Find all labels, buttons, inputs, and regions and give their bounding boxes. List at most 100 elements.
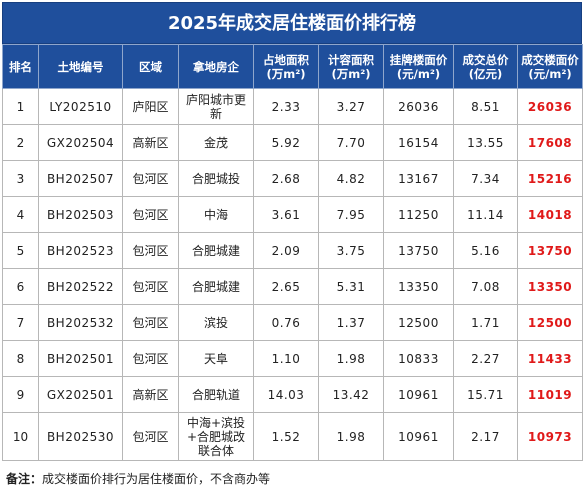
cell-rank: 3 [2, 160, 39, 197]
cell-site-area: 1.10 [253, 340, 319, 377]
cell-deal-price: 11433 [517, 340, 583, 377]
cell-developer: 中海+滨投+合肥城改联合体 [178, 412, 254, 461]
cell-site-area: 1.52 [253, 412, 319, 461]
cell-gfa: 3.75 [318, 232, 384, 269]
cell-district: 高新区 [122, 376, 179, 413]
cell-site-area: 5.92 [253, 124, 319, 161]
cell-gfa: 5.31 [318, 268, 384, 305]
header-rank: 排名 [2, 44, 39, 89]
cell-deal-price: 12500 [517, 304, 583, 341]
header-row: 排名 土地编号 区域 拿地房企 占地面积 (万m²) 计容面积 (万m²) 挂牌楼面… [2, 44, 583, 89]
header-site-area: 占地面积 (万m²) [253, 44, 319, 89]
header-gfa: 计容面积 (万m²) [318, 44, 384, 89]
cell-deal-price: 17608 [517, 124, 583, 161]
header-deal-price: 成交楼面价 (元/m²) [517, 44, 583, 89]
table-row: 10 BH202530 包河区 中海+滨投+合肥城改联合体 1.52 1.98 10961 2… [2, 412, 583, 461]
cell-total-price: 13.55 [453, 124, 518, 161]
cell-list-price: 26036 [383, 88, 454, 125]
cell-developer: 金茂 [178, 124, 254, 161]
cell-land-code: GX202504 [38, 124, 123, 161]
header-list-price: 挂牌楼面价 (元/m²) [383, 44, 454, 89]
table-row: 4 BH202503 包河区 中海 3.61 7.95 11250 11.14 14018 [2, 196, 583, 233]
cell-rank: 5 [2, 232, 39, 269]
cell-total-price: 2.27 [453, 340, 518, 377]
header-developer: 拿地房企 [178, 44, 254, 89]
cell-total-price: 7.08 [453, 268, 518, 305]
cell-developer: 滨投 [178, 304, 254, 341]
cell-gfa: 7.70 [318, 124, 384, 161]
cell-land-code: GX202501 [38, 376, 123, 413]
cell-list-price: 13167 [383, 160, 454, 197]
cell-deal-price: 15216 [517, 160, 583, 197]
table-row: 2 GX202504 高新区 金茂 5.92 7.70 16154 13.55 17608 [2, 124, 583, 161]
cell-gfa: 1.98 [318, 412, 384, 461]
cell-list-price: 13750 [383, 232, 454, 269]
table-row: 8 BH202501 包河区 天阜 1.10 1.98 10833 2.27 11433 [2, 340, 583, 377]
cell-list-price: 12500 [383, 304, 454, 341]
table-row: 3 BH202507 包河区 合肥城投 2.68 4.82 13167 7.34 15216 [2, 160, 583, 197]
cell-district: 庐阳区 [122, 88, 179, 125]
cell-land-code: BH202523 [38, 232, 123, 269]
cell-land-code: BH202532 [38, 304, 123, 341]
header-district: 区域 [122, 44, 179, 89]
ranking-table: 排名 土地编号 区域 拿地房企 占地面积 (万m²) 计容面积 (万m²) 挂牌楼面… [2, 44, 583, 461]
cell-rank: 2 [2, 124, 39, 161]
cell-rank: 6 [2, 268, 39, 305]
footnote-text: 成交楼面价排行为居住楼面价，不含商办等 [42, 472, 271, 486]
header-land-code: 土地编号 [38, 44, 123, 89]
cell-list-price: 10961 [383, 412, 454, 461]
cell-rank: 7 [2, 304, 39, 341]
cell-district: 包河区 [122, 160, 179, 197]
cell-deal-price: 10973 [517, 412, 583, 461]
cell-site-area: 2.65 [253, 268, 319, 305]
cell-district: 包河区 [122, 196, 179, 233]
cell-gfa: 4.82 [318, 160, 384, 197]
cell-developer: 合肥城投 [178, 160, 254, 197]
cell-district: 包河区 [122, 304, 179, 341]
footnote: 备注：成交楼面价排行为居住楼面价，不含商办等 [6, 470, 270, 487]
cell-land-code: BH202503 [38, 196, 123, 233]
ranking-table-container: 2025年成交居住楼面价排行榜 排名 土地编号 区域 拿地房企 占地面积 (万m²… [2, 2, 583, 461]
cell-site-area: 14.03 [253, 376, 319, 413]
table-row: 5 BH202523 包河区 合肥城建 2.09 3.75 13750 5.16 13750 [2, 232, 583, 269]
cell-gfa: 13.42 [318, 376, 384, 413]
table-row: 7 BH202532 包河区 滨投 0.76 1.37 12500 1.71 12500 [2, 304, 583, 341]
cell-rank: 8 [2, 340, 39, 377]
cell-land-code: BH202530 [38, 412, 123, 461]
cell-deal-price: 14018 [517, 196, 583, 233]
header-total-price: 成交总价 (亿元) [453, 44, 518, 89]
cell-developer: 中海 [178, 196, 254, 233]
cell-site-area: 2.68 [253, 160, 319, 197]
cell-gfa: 1.37 [318, 304, 384, 341]
cell-gfa: 7.95 [318, 196, 384, 233]
cell-deal-price: 13750 [517, 232, 583, 269]
cell-total-price: 1.71 [453, 304, 518, 341]
cell-deal-price: 11019 [517, 376, 583, 413]
cell-rank: 10 [2, 412, 39, 461]
cell-district: 包河区 [122, 232, 179, 269]
cell-gfa: 3.27 [318, 88, 384, 125]
table-body: 1 LY202510 庐阳区 庐阳城市更新 2.33 3.27 26036 8.51 26036… [2, 88, 583, 461]
cell-deal-price: 26036 [517, 88, 583, 125]
cell-land-code: BH202522 [38, 268, 123, 305]
table-row: 6 BH202522 包河区 合肥城建 2.65 5.31 13350 7.08 13350 [2, 268, 583, 305]
cell-district: 包河区 [122, 412, 179, 461]
table-row: 9 GX202501 高新区 合肥轨道 14.03 13.42 10961 15.71 1101… [2, 376, 583, 413]
table-title: 2025年成交居住楼面价排行榜 [2, 2, 582, 44]
cell-list-price: 16154 [383, 124, 454, 161]
footnote-label: 备注： [6, 472, 43, 486]
cell-site-area: 2.33 [253, 88, 319, 125]
cell-total-price: 7.34 [453, 160, 518, 197]
cell-developer: 天阜 [178, 340, 254, 377]
cell-district: 包河区 [122, 340, 179, 377]
cell-district: 高新区 [122, 124, 179, 161]
cell-rank: 4 [2, 196, 39, 233]
cell-total-price: 11.14 [453, 196, 518, 233]
cell-list-price: 11250 [383, 196, 454, 233]
cell-land-code: BH202501 [38, 340, 123, 377]
cell-developer: 合肥轨道 [178, 376, 254, 413]
cell-developer: 庐阳城市更新 [178, 88, 254, 125]
cell-rank: 1 [2, 88, 39, 125]
cell-site-area: 0.76 [253, 304, 319, 341]
cell-site-area: 2.09 [253, 232, 319, 269]
